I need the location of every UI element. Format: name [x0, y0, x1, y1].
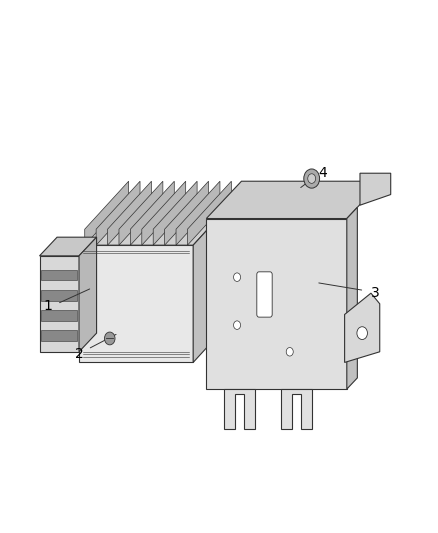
- Polygon shape: [359, 173, 390, 205]
- Polygon shape: [96, 181, 140, 245]
- Polygon shape: [41, 310, 77, 321]
- Polygon shape: [193, 197, 237, 362]
- Polygon shape: [176, 181, 219, 245]
- Polygon shape: [187, 181, 231, 245]
- Circle shape: [286, 348, 293, 356]
- Circle shape: [104, 332, 115, 345]
- Polygon shape: [41, 270, 77, 280]
- Circle shape: [303, 169, 319, 188]
- Polygon shape: [41, 290, 77, 301]
- Polygon shape: [280, 389, 311, 429]
- Polygon shape: [223, 389, 254, 429]
- Circle shape: [307, 174, 315, 183]
- Polygon shape: [79, 197, 237, 245]
- Polygon shape: [164, 181, 208, 245]
- FancyBboxPatch shape: [256, 272, 272, 317]
- Text: 1: 1: [44, 300, 53, 313]
- Text: 3: 3: [370, 286, 379, 300]
- Polygon shape: [206, 181, 381, 219]
- Text: 2: 2: [74, 348, 83, 361]
- Polygon shape: [41, 330, 77, 341]
- Circle shape: [233, 321, 240, 329]
- Polygon shape: [346, 207, 357, 389]
- Polygon shape: [344, 293, 379, 362]
- Polygon shape: [130, 181, 174, 245]
- Polygon shape: [141, 181, 185, 245]
- Polygon shape: [107, 181, 151, 245]
- Polygon shape: [119, 181, 162, 245]
- Polygon shape: [79, 237, 96, 352]
- Polygon shape: [39, 237, 96, 256]
- Polygon shape: [39, 256, 79, 352]
- Circle shape: [356, 327, 367, 340]
- Polygon shape: [85, 181, 128, 245]
- Polygon shape: [79, 245, 193, 362]
- Text: 4: 4: [318, 166, 326, 180]
- Polygon shape: [206, 219, 346, 389]
- Circle shape: [233, 273, 240, 281]
- Polygon shape: [153, 181, 197, 245]
